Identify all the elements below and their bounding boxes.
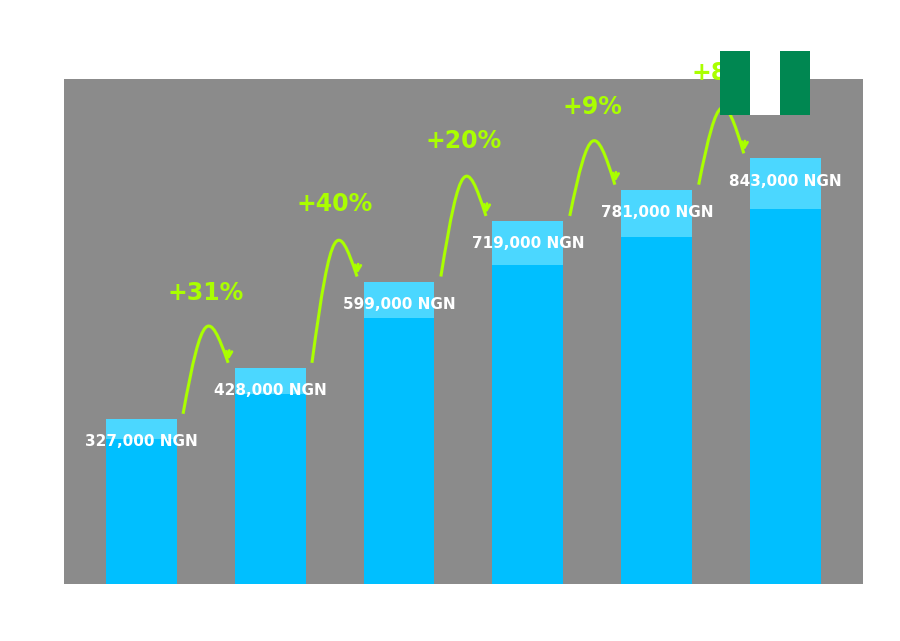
Bar bbox=[750, 51, 780, 115]
Bar bbox=[492, 221, 563, 584]
FancyBboxPatch shape bbox=[621, 190, 692, 237]
Text: +9%: +9% bbox=[562, 95, 622, 119]
Text: Average Monthly Salary: Average Monthly Salary bbox=[871, 240, 886, 422]
Bar bbox=[364, 281, 435, 584]
Text: +20%: +20% bbox=[426, 129, 501, 153]
Bar bbox=[621, 190, 692, 584]
Bar bbox=[780, 51, 810, 115]
Text: 781,000 NGN: 781,000 NGN bbox=[600, 205, 713, 220]
FancyBboxPatch shape bbox=[492, 221, 563, 265]
Bar bbox=[751, 158, 821, 584]
Bar bbox=[235, 368, 305, 584]
Text: +40%: +40% bbox=[296, 192, 373, 216]
Text: Purchasing Manager: Purchasing Manager bbox=[8, 49, 263, 73]
Text: 719,000 NGN: 719,000 NGN bbox=[472, 236, 584, 251]
Text: 599,000 NGN: 599,000 NGN bbox=[343, 297, 455, 312]
FancyBboxPatch shape bbox=[751, 158, 821, 210]
Text: +8%: +8% bbox=[691, 62, 752, 85]
Text: 843,000 NGN: 843,000 NGN bbox=[729, 174, 842, 188]
FancyBboxPatch shape bbox=[364, 281, 435, 318]
Text: salaryexplorer.com: salaryexplorer.com bbox=[354, 617, 546, 635]
Text: 327,000 NGN: 327,000 NGN bbox=[85, 434, 197, 449]
Bar bbox=[105, 419, 176, 584]
Text: 428,000 NGN: 428,000 NGN bbox=[213, 383, 327, 398]
Text: +31%: +31% bbox=[167, 281, 244, 304]
FancyBboxPatch shape bbox=[105, 419, 176, 438]
Text: Salary Comparison By Experience: Salary Comparison By Experience bbox=[8, 13, 691, 47]
FancyBboxPatch shape bbox=[235, 368, 305, 394]
Bar bbox=[720, 51, 750, 115]
